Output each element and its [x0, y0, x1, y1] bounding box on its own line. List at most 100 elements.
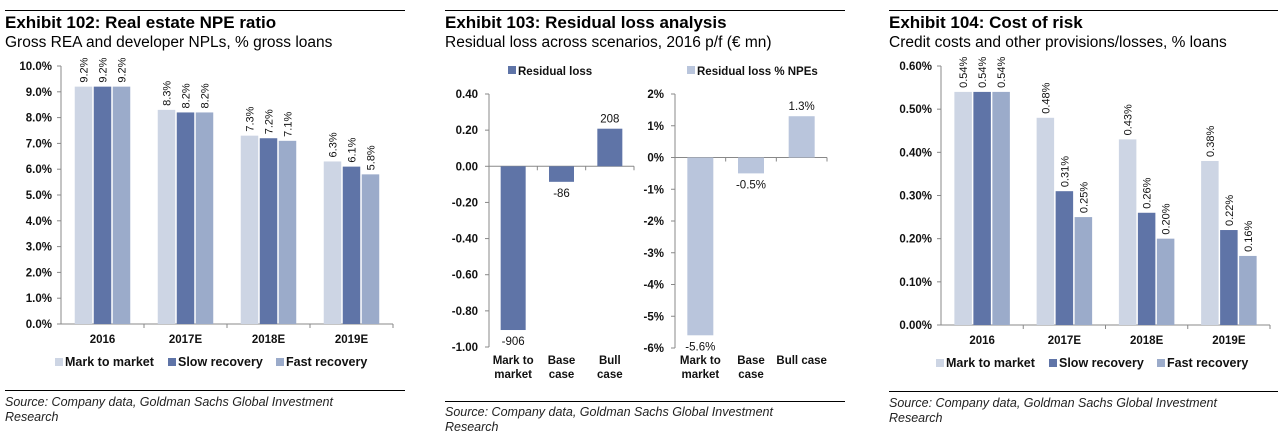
x-tick-label: market: [681, 369, 719, 381]
data-label: 0.48%: [1040, 82, 1052, 113]
x-tick-label: Mark to: [493, 355, 534, 367]
data-label: 6.1%: [347, 137, 359, 162]
chart-source: Source: Company data, Goldman Sachs Glob…: [889, 396, 1217, 425]
x-tick-label: 2018E: [1130, 335, 1164, 347]
bar-slow-recovery: [973, 91, 991, 326]
data-label: -906: [502, 336, 525, 348]
x-tick-label: 2018E: [252, 334, 286, 346]
data-label: 8.2%: [181, 83, 193, 108]
bar-bull-case: [788, 116, 815, 158]
y-tick-label: 6.0%: [26, 164, 52, 176]
exhibit-104-panel: Exhibit 104: Cost of risk Credit costs a…: [889, 0, 1278, 437]
y-tick-label: -0.80: [452, 306, 478, 318]
y-tick-label: -0.60: [452, 270, 478, 282]
data-label: 0.54%: [996, 56, 1008, 87]
x-tick-label: Bull case: [776, 355, 827, 367]
legend-swatch: [508, 66, 516, 74]
data-label: 6.3%: [328, 132, 340, 157]
data-label: 9.2%: [98, 57, 110, 82]
bar-slow-recovery: [259, 138, 278, 324]
bar-mark-to-market: [954, 91, 972, 326]
top-rule: [889, 10, 1278, 11]
x-tick-label: 2017E: [169, 334, 203, 346]
bar-slow-recovery: [342, 166, 361, 324]
data-label: 0.22%: [1224, 195, 1236, 226]
y-tick-label: 4.0%: [26, 216, 52, 228]
y-tick-label: -5%: [644, 311, 664, 323]
bar-mark-to-market: [1201, 160, 1219, 325]
y-tick-label: 0.50%: [899, 104, 932, 116]
y-tick-label: -6%: [644, 343, 664, 355]
y-tick-label: 0.00%: [899, 320, 932, 332]
bar-bull-case: [597, 128, 623, 167]
x-tick-label: 2019E: [1212, 335, 1246, 347]
legend-swatch: [1157, 359, 1165, 367]
x-tick-label: case: [549, 369, 575, 381]
bar-fast-recovery: [278, 140, 297, 324]
y-tick-label: 2.0%: [26, 267, 52, 279]
bar-base-case: [738, 157, 764, 174]
data-label: 0.16%: [1243, 221, 1255, 252]
y-tick-label: 0.10%: [899, 277, 932, 289]
x-tick-label: 2019E: [335, 334, 369, 346]
y-tick-label: 0.40%: [899, 147, 932, 159]
data-label: 7.3%: [245, 106, 257, 131]
bar-mark-to-market: [157, 109, 176, 324]
legend-label: Fast recovery: [1167, 356, 1248, 370]
data-label: 0.31%: [1059, 156, 1071, 187]
chart-source: Source: Company data, Goldman Sachs Glob…: [445, 405, 773, 434]
bar-fast-recovery: [361, 174, 380, 324]
x-tick-label: 2017E: [1048, 335, 1082, 347]
y-tick-label: 0%: [647, 153, 664, 165]
chart-subtitle: Credit costs and other provisions/losses…: [889, 34, 1227, 51]
exhibit-102-panel: Exhibit 102: Real estate NPE ratio Gross…: [5, 0, 405, 437]
data-label: 7.2%: [264, 109, 276, 134]
data-label: 0.20%: [1161, 203, 1173, 234]
chart-subtitle: Gross REA and developer NPLs, % gross lo…: [5, 34, 333, 51]
bar-fast-recovery: [992, 91, 1010, 326]
y-tick-label: 0.60%: [899, 61, 932, 73]
chart-title: Exhibit 103: Residual loss analysis: [445, 13, 727, 32]
bar-slow-recovery: [1220, 230, 1238, 325]
chart-title: Exhibit 104: Cost of risk: [889, 13, 1083, 32]
x-tick-label: Mark to: [680, 355, 721, 367]
y-tick-label: 0.00: [456, 161, 478, 173]
y-tick-label: -0.20: [452, 197, 478, 209]
legend-label: Fast recovery: [286, 355, 367, 369]
legend-label: Mark to market: [946, 356, 1036, 370]
legend-swatch: [276, 358, 284, 366]
y-tick-label: 3.0%: [26, 242, 52, 254]
bar-fast-recovery: [112, 86, 131, 324]
x-tick-label: case: [738, 369, 764, 381]
bottom-rule: [5, 390, 405, 391]
y-tick-label: 2%: [647, 89, 664, 101]
x-tick-label: 2016: [969, 335, 995, 347]
y-tick-label: 10.0%: [19, 61, 52, 73]
y-tick-label: 9.0%: [26, 87, 52, 99]
y-tick-label: -1%: [644, 184, 664, 196]
legend-label: Slow recovery: [178, 355, 263, 369]
y-tick-label: 0.30%: [899, 191, 932, 203]
legend-label: Slow recovery: [1059, 356, 1144, 370]
data-label: 0.26%: [1142, 177, 1154, 208]
y-tick-label: 0.20%: [899, 234, 932, 246]
bar-mark-to-market: [1118, 139, 1137, 325]
bottom-rule: [445, 401, 845, 402]
legend-swatch: [687, 66, 695, 74]
y-tick-label: 1%: [647, 121, 664, 133]
data-label: 0.54%: [977, 56, 989, 87]
bar-slow-recovery: [93, 86, 112, 324]
data-label: 8.3%: [162, 81, 174, 106]
y-tick-label: -0.40: [452, 234, 478, 246]
legend-swatch: [1049, 359, 1057, 367]
bar-mark-to-market: [500, 166, 526, 331]
x-tick-label: case: [597, 369, 623, 381]
data-label: 8.2%: [200, 83, 212, 108]
bar-slow-recovery: [1055, 191, 1074, 325]
y-tick-label: 1.0%: [26, 293, 52, 305]
data-label: 0.25%: [1078, 182, 1090, 213]
bar-base-case: [549, 166, 574, 182]
data-label: 9.2%: [79, 57, 91, 82]
exhibit-103-panel: Exhibit 103: Residual loss analysis Resi…: [445, 0, 845, 437]
